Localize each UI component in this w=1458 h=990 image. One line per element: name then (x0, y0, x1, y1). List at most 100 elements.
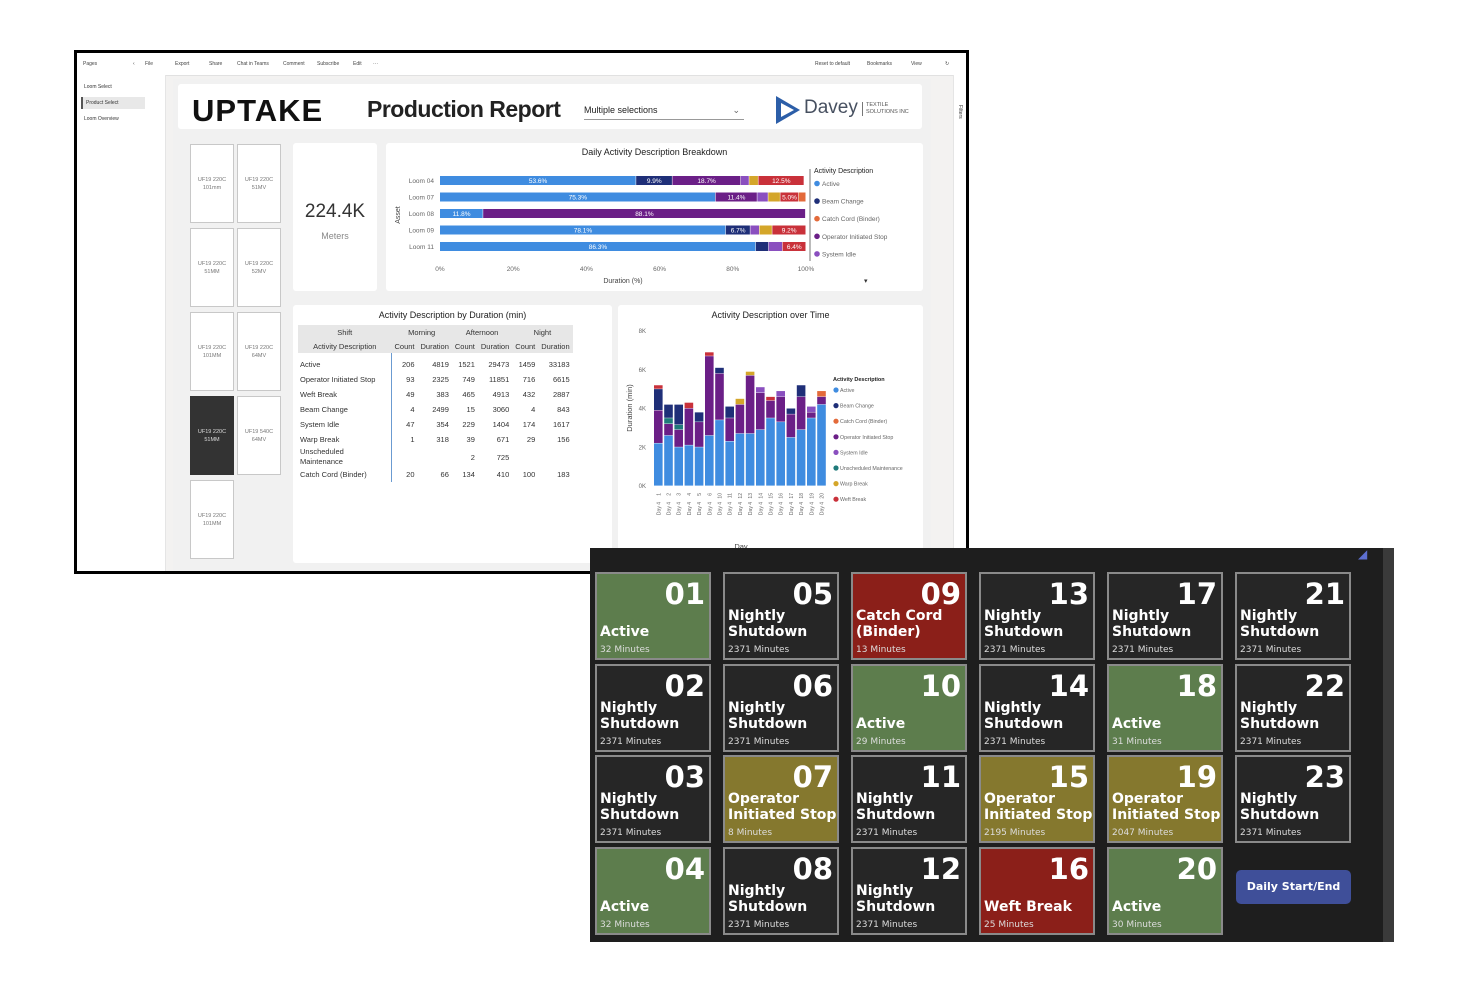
bar-segment[interactable] (483, 209, 806, 218)
table-row[interactable]: Warp Break 1 318 39 671 29 156 (298, 432, 573, 447)
column-segment[interactable] (664, 418, 673, 424)
column-segment[interactable] (654, 410, 663, 443)
column-segment[interactable] (654, 385, 663, 389)
bar-segment[interactable] (440, 209, 483, 218)
legend-item[interactable]: System Idle (840, 450, 868, 456)
column-segment[interactable] (725, 418, 734, 442)
legend-item[interactable]: Catch Cord (Binder) (840, 419, 887, 425)
loom-status-tile[interactable]: 02 Nightly Shutdown 2371 Minutes (595, 663, 711, 752)
column-segment[interactable] (766, 400, 775, 418)
column-segment[interactable] (807, 412, 816, 418)
column-segment[interactable] (796, 429, 806, 486)
column-segment[interactable] (756, 393, 765, 430)
column-segment[interactable] (796, 396, 806, 430)
bar-segment[interactable] (758, 176, 804, 185)
scrollbar[interactable] (1383, 548, 1394, 942)
column-segment[interactable] (684, 445, 694, 486)
bar-segment[interactable] (782, 242, 806, 251)
table-row[interactable]: Unscheduled Maintenance 2 725 (298, 447, 573, 467)
toolbar-subscribe[interactable]: Subscribe (317, 61, 340, 67)
column-segment[interactable] (786, 414, 796, 438)
loom-tile[interactable]: UF19 220C 52MV (237, 228, 281, 307)
column-segment[interactable] (694, 447, 704, 486)
table-row[interactable]: Catch Cord (Binder) 20 66 134 410 100 183 (298, 467, 573, 482)
column-segment[interactable] (766, 418, 775, 486)
legend-item[interactable]: Warp Break (840, 482, 868, 488)
page-loom-overview[interactable]: Loom Overview (84, 116, 119, 122)
table-row[interactable]: System Idle 47 354 229 1404 174 1617 (298, 417, 573, 432)
column-segment[interactable] (807, 406, 816, 412)
legend-item[interactable]: System Idle (822, 251, 856, 258)
column-segment[interactable] (725, 406, 734, 418)
column-segment[interactable] (745, 371, 755, 376)
table-row[interactable]: Operator Initiated Stop 93 2325 749 11851 716… (298, 372, 573, 387)
column-segment[interactable] (756, 429, 765, 486)
shift-morning[interactable]: Morning (391, 325, 452, 339)
bar-segment[interactable] (749, 176, 758, 185)
loom-status-tile[interactable]: 06 Nightly Shutdown 2371 Minutes (723, 663, 839, 752)
col-count[interactable]: Count (451, 339, 478, 353)
column-segment[interactable] (715, 420, 724, 486)
toolbar-file[interactable]: File (145, 61, 154, 67)
bar-segment[interactable] (715, 192, 757, 202)
column-segment[interactable] (694, 422, 704, 447)
loom-tile[interactable]: UF19 220C 51MM (190, 228, 234, 307)
table-row[interactable]: Beam Change 4 2499 15 3060 4 843 (298, 402, 573, 417)
loom-status-tile[interactable]: 12 Nightly Shutdown 2371 Minutes (851, 846, 967, 935)
toolbar-chat-in-teams[interactable]: Chat in Teams (237, 61, 269, 67)
loom-tile[interactable]: UF19 220C 51MM (190, 396, 234, 475)
filters-pane-collapsed[interactable]: Filters (953, 75, 966, 571)
legend-item[interactable]: Active (822, 181, 840, 188)
column-segment[interactable] (796, 385, 806, 397)
column-segment[interactable] (776, 391, 785, 397)
legend-item[interactable]: Unscheduled Maintenance (840, 466, 903, 472)
loom-tile[interactable]: UF19 220C 101mm (190, 144, 234, 223)
loom-tile[interactable]: UF19 220C 101MM (190, 312, 234, 391)
column-segment[interactable] (786, 408, 796, 414)
column-segment[interactable] (725, 441, 734, 486)
column-segment[interactable] (684, 408, 694, 445)
toolbar-bookmarks[interactable]: Bookmarks (867, 61, 893, 67)
column-segment[interactable] (745, 433, 755, 486)
legend-item[interactable]: Beam Change (822, 199, 864, 206)
loom-status-tile[interactable]: 20 Active 30 Minutes (1107, 846, 1223, 935)
shift-night[interactable]: Night (512, 325, 573, 339)
bar-segment[interactable] (672, 176, 741, 185)
chevron-down-icon[interactable]: ▾ (864, 278, 868, 285)
loom-status-tile[interactable]: 10 Active 29 Minutes (851, 663, 967, 752)
toolbar-comment[interactable]: Comment (283, 61, 305, 67)
loom-status-tile[interactable]: 16 Weft Break 25 Minutes (979, 846, 1095, 935)
column-segment[interactable] (817, 404, 826, 486)
table-row[interactable]: Weft Break 49 383 465 4913 432 2887 (298, 387, 573, 402)
loom-status-tile[interactable]: 08 Nightly Shutdown 2371 Minutes (723, 846, 839, 935)
bar-segment[interactable] (440, 192, 716, 202)
back-icon[interactable]: ‹ (133, 61, 135, 67)
loom-tile[interactable]: UF19 220C 51MV (237, 144, 281, 223)
bar-segment[interactable] (440, 176, 636, 185)
legend-item[interactable]: Weft Break (840, 497, 866, 503)
column-segment[interactable] (654, 443, 663, 486)
column-segment[interactable] (705, 352, 714, 356)
loom-status-tile[interactable]: 07 Operator Initiated Stop 8 Minutes (723, 755, 839, 843)
column-segment[interactable] (674, 447, 683, 486)
loom-status-tile[interactable]: 18 Active 31 Minutes (1107, 663, 1223, 752)
legend-item[interactable]: Catch Cord (Binder) (822, 216, 880, 223)
loom-status-tile[interactable]: 04 Active 32 Minutes (595, 846, 711, 935)
loom-status-tile[interactable]: 01 Active 32 Minutes (595, 572, 711, 660)
bar-segment[interactable] (759, 225, 772, 235)
column-segment[interactable] (807, 418, 816, 486)
legend-item[interactable]: Operator Initiated Stop (840, 435, 893, 441)
column-segment[interactable] (674, 424, 683, 430)
page-loom-select[interactable]: Loom Select (84, 84, 112, 90)
loom-status-tile[interactable]: 21 Nightly Shutdown 2371 Minutes (1235, 572, 1351, 660)
loom-tile[interactable]: UF19 220C 101MM (190, 480, 234, 559)
bar-segment[interactable] (755, 242, 769, 251)
loom-status-tile[interactable]: 19 Operator Initiated Stop 2047 Minutes (1107, 755, 1223, 843)
column-segment[interactable] (817, 391, 826, 397)
toolbar-view[interactable]: View (911, 61, 922, 67)
shift-afternoon[interactable]: Afternoon (451, 325, 513, 339)
bar-segment[interactable] (440, 242, 756, 251)
refresh-icon[interactable]: ↻ (945, 61, 950, 67)
bar-segment[interactable] (798, 192, 806, 202)
column-segment[interactable] (776, 422, 785, 486)
